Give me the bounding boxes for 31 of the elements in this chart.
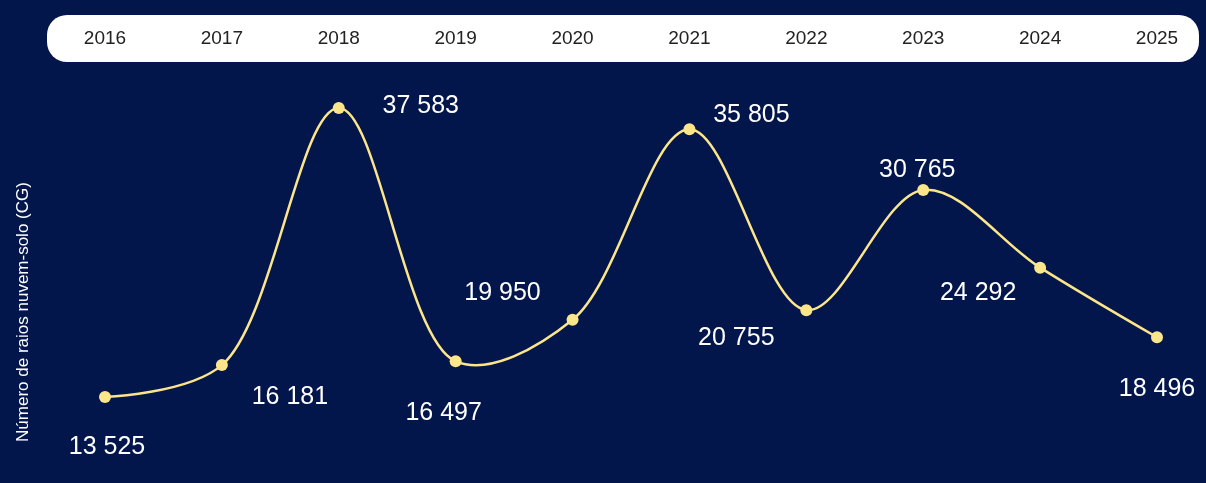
point <box>332 102 345 114</box>
point <box>1151 331 1163 344</box>
point <box>449 355 462 368</box>
x-tick-label: 2022 <box>785 27 828 49</box>
point <box>99 391 111 403</box>
data-label: 19 950 <box>464 277 541 306</box>
point <box>683 123 696 136</box>
point <box>800 304 813 317</box>
x-tick-label: 2020 <box>551 27 594 49</box>
x-tick-label: 2018 <box>317 27 360 49</box>
x-tick-label: 2023 <box>902 27 945 49</box>
x-tick-label: 2021 <box>668 27 711 49</box>
data-label: 37 583 <box>382 89 460 118</box>
data-label: 35 805 <box>713 98 790 127</box>
data-label: 20 755 <box>698 321 775 350</box>
data-label: 18 496 <box>1118 372 1196 401</box>
data-label: 13 525 <box>68 430 146 459</box>
x-tick-label: 2025 <box>1135 27 1179 49</box>
x-tick-label: 2017 <box>200 27 244 49</box>
point <box>1034 261 1047 274</box>
y-axis-title: Número de raios nuvem-solo (CG) <box>13 182 33 442</box>
x-tick-label: 2016 <box>83 27 127 49</box>
point <box>917 183 930 196</box>
point <box>215 359 228 372</box>
data-label: 24 292 <box>939 277 1017 306</box>
x-tick-label: 2024 <box>1018 27 1062 49</box>
x-tick-label: 2019 <box>434 27 477 49</box>
data-label: 16 497 <box>405 396 482 425</box>
point <box>566 313 579 326</box>
data-label: 16 181 <box>251 380 329 409</box>
data-label: 30 765 <box>878 153 956 182</box>
